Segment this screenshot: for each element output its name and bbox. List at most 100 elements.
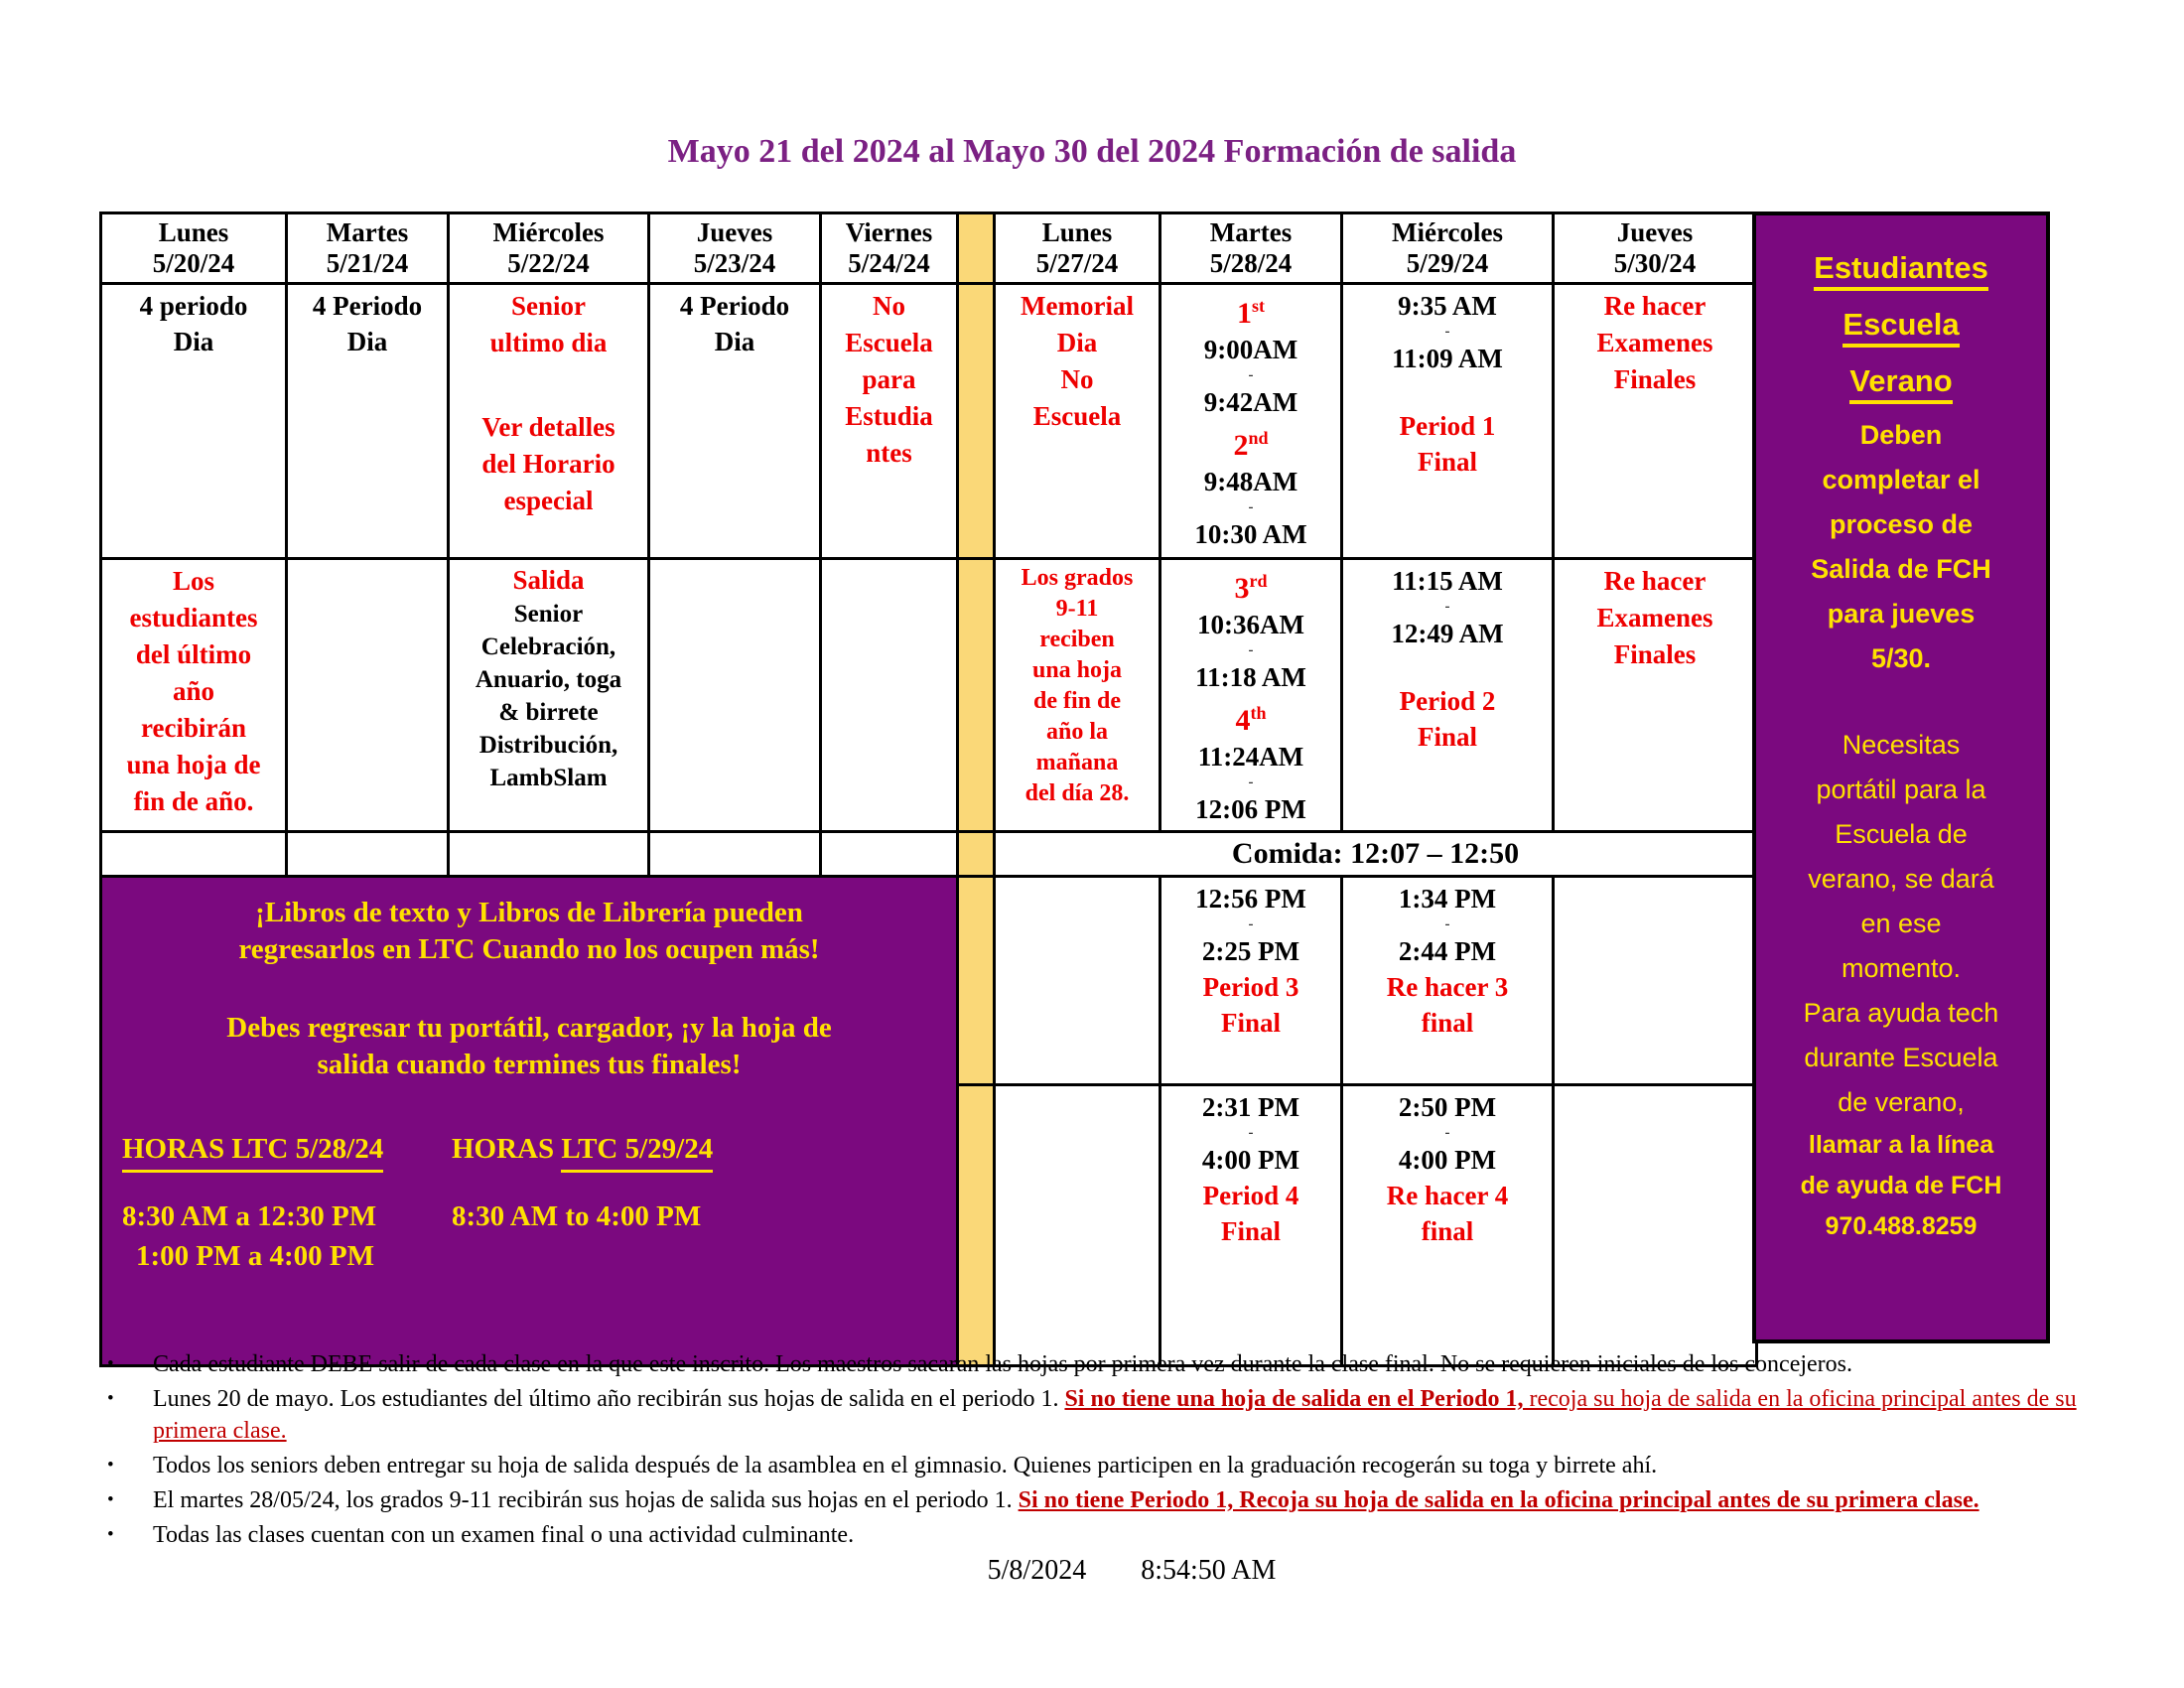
header-wed-0522: Miércoles 5/22/24 xyxy=(447,211,650,285)
bullet-glyph: • xyxy=(107,1388,114,1409)
dash-separator: - xyxy=(1248,367,1254,383)
schedule-row-1: 4 periodo Dia 4 Periodo Dia Senior ultim… xyxy=(99,282,1758,560)
header-tue-0528: Martes 5/28/24 xyxy=(1159,211,1343,285)
header-row: Lunes 5/20/24 Martes 5/21/24 Miércoles 5… xyxy=(99,211,1758,285)
cell-tue-0528-period-3-final: 12:56 PM - 2:25 PM Period 3 Final xyxy=(1159,875,1343,1086)
retake-finals-text: Re hacer Examenes Finales xyxy=(1596,291,1713,394)
cell-wed-0529-retake-3: 1:34 PM - 2:44 PM Re hacer 3 final xyxy=(1340,875,1555,1086)
list-item: • Todas las clases cuentan con un examen… xyxy=(99,1519,2136,1551)
cell-mon-0527: Memorial Dia No Escuela xyxy=(993,282,1161,560)
grades-9-11-text: Los grados 9-11 reciben una hoja de fin … xyxy=(1021,565,1134,806)
cell-fri-0524: No Escuela para Estudia ntes xyxy=(819,282,959,560)
period-4-label: 4th xyxy=(1235,703,1267,737)
empty-cell xyxy=(647,830,822,878)
senior-last-day-text: Senior ultimo dia xyxy=(489,291,608,357)
time-start: 9:00AM xyxy=(1203,335,1298,364)
gold-separator-cell xyxy=(956,830,996,878)
summer-school-sidebar: Estudiantes Escuela Verano Deben complet… xyxy=(1752,211,2050,1343)
gold-separator-cell xyxy=(956,875,996,1086)
empty-cell xyxy=(819,830,959,878)
cell-wed-0522: Senior ultimo dia Ver detalles del Horar… xyxy=(447,282,650,560)
lunch-time-cell: Comida: 12:07 – 12:50 xyxy=(993,830,1758,878)
time-start: 1:34 PM xyxy=(1398,884,1497,914)
laptop-needed-text: Necesitas portátil para la Escuela de ve… xyxy=(1808,730,1994,983)
header-wed-0529: Miércoles 5/29/24 xyxy=(1340,211,1555,285)
ltc-box-content: ¡Libros de texto y Libros de Librería pu… xyxy=(106,881,952,1274)
cell-tue-0521: 4 Periodo Dia xyxy=(285,282,450,560)
schedule-row-3: ¡Libros de texto y Libros de Librería pu… xyxy=(99,875,1758,1367)
empty-cell xyxy=(447,830,650,878)
empty-cell xyxy=(1552,1083,1758,1367)
bullet-glyph: • xyxy=(107,1455,114,1476)
cell-tue-0528-period-4-final: 2:31 PM - 4:00 PM Period 4 Final xyxy=(1159,1083,1343,1367)
dash-separator: - xyxy=(1444,1125,1450,1141)
cell-wed-0522-salida: Salida Senior Celebración, Anuario, toga… xyxy=(447,557,650,833)
fch-checkout-text: Deben completar el proceso de Salida de … xyxy=(1811,420,1991,673)
no-school-text: No Escuela para Estudia ntes xyxy=(845,291,933,468)
note-text: Todos los seniors deben entregar su hoja… xyxy=(153,1453,1658,1478)
ltc-hours-0528-afternoon: 1:00 PM a 4:00 PM xyxy=(136,1240,374,1272)
note-text: Lunes 20 de mayo. Los estudiantes del úl… xyxy=(153,1386,2077,1444)
help-line-phone-text: llamar a la línea de ayuda de FCH 970.48… xyxy=(1800,1131,2002,1240)
dash-separator: - xyxy=(1444,916,1450,932)
bullet-glyph: • xyxy=(107,1524,114,1545)
lunch-row: Comida: 12:07 – 12:50 xyxy=(99,830,1758,878)
dash-separator: - xyxy=(1248,916,1254,932)
time-end: 2:25 PM xyxy=(1201,936,1300,966)
sidebar-heading-1: Estudiantes xyxy=(1756,239,2046,296)
note-text: Todas las clases cuentan con un examen f… xyxy=(153,1522,855,1548)
time-start: 11:24AM xyxy=(1197,742,1304,772)
time-start: 12:56 PM xyxy=(1195,884,1306,914)
gold-separator-cell xyxy=(956,1083,996,1367)
time-start: 10:36AM xyxy=(1197,610,1304,639)
cell-wed-0529-period-1-final: 9:35 AM - 11:09 AM Period 1 Final xyxy=(1340,282,1555,560)
header-thu-0530: Jueves 5/30/24 xyxy=(1552,211,1758,285)
textbooks-return-text: ¡Libros de texto y Libros de Librería pu… xyxy=(238,897,820,965)
print-date: 5/8/2024 xyxy=(987,1555,1087,1586)
time-end: 12:49 AM xyxy=(1391,619,1504,648)
period-1-label: 1st xyxy=(1237,296,1265,330)
sidebar-heading-2: Escuela xyxy=(1756,296,2046,352)
dash-separator: - xyxy=(1248,499,1254,515)
time-end: 11:09 AM xyxy=(1392,344,1503,373)
empty-cell xyxy=(285,830,450,878)
header-mon-0520: Lunes 5/20/24 xyxy=(99,211,288,285)
gold-separator-cell xyxy=(956,282,996,560)
time-end: 9:42AM xyxy=(1203,387,1298,417)
time-start: 9:48AM xyxy=(1203,467,1298,496)
print-timestamp: 5/8/2024 8:54:50 AM xyxy=(0,1555,2184,1587)
empty-cell xyxy=(99,830,288,878)
ltc-hours-times: 8:30 AM a 12:30 PM 8:30 AM to 4:00 PM xyxy=(106,1198,952,1234)
dash-separator: - xyxy=(1248,642,1254,658)
dash-separator: - xyxy=(1248,774,1254,790)
gold-separator-cell xyxy=(956,557,996,833)
list-item: • Cada estudiante DEBE salir de cada cla… xyxy=(99,1348,2136,1380)
time-end: 4:00 PM xyxy=(1398,1145,1497,1175)
bullet-glyph: • xyxy=(107,1353,114,1374)
note-text: Cada estudiante DEBE salir de cada clase… xyxy=(153,1351,1852,1377)
ltc-hours-titles: HORAS LTC 5/28/24 HORAS LTC 5/29/24 xyxy=(106,1131,952,1173)
time-end: 10:30 AM xyxy=(1194,519,1307,549)
cell-thu-0530-retakes: Re hacer Examenes Finales xyxy=(1552,282,1758,560)
cell-wed-0529-period-2-final: 11:15 AM - 12:49 AM Period 2 Final xyxy=(1340,557,1555,833)
schedule-row-2: Los estudiantes del último año recibirán… xyxy=(99,557,1758,833)
period-final-label: Period 4 Final xyxy=(1202,1181,1299,1246)
list-item: • El martes 28/05/24, los grados 9-11 re… xyxy=(99,1484,2136,1516)
ltc-hours-title-0529: HORAS LTC 5/29/24 xyxy=(452,1131,714,1173)
ltc-hours-0529-time: 8:30 AM to 4:00 PM xyxy=(452,1200,702,1232)
seniors-checkout-text: Los estudiantes del último año recibirán… xyxy=(126,566,261,816)
period-final-label: Period 3 Final xyxy=(1202,972,1299,1038)
salida-title: Salida xyxy=(512,565,585,595)
cell-thu-0523: 4 Periodo Dia xyxy=(647,282,822,560)
header-fri-0524: Viernes 5/24/24 xyxy=(819,211,959,285)
page-title: Mayo 21 del 2024 al Mayo 30 del 2024 For… xyxy=(667,133,1517,170)
note-text: El martes 28/05/24, los grados 9-11 reci… xyxy=(153,1487,1979,1513)
cell-mon-0527-grades-note: Los grados 9-11 reciben una hoja de fin … xyxy=(993,557,1161,833)
dash-separator: - xyxy=(1444,324,1450,340)
header-thu-0523: Jueves 5/23/24 xyxy=(647,211,822,285)
time-start: 11:15 AM xyxy=(1392,566,1503,596)
tech-help-text: Para ayuda tech durante Escuela de veran… xyxy=(1803,998,1999,1117)
senior-celebration-text: Senior Celebración, Anuario, toga & birr… xyxy=(475,601,622,791)
retake-finals-text: Re hacer Examenes Finales xyxy=(1596,566,1713,669)
